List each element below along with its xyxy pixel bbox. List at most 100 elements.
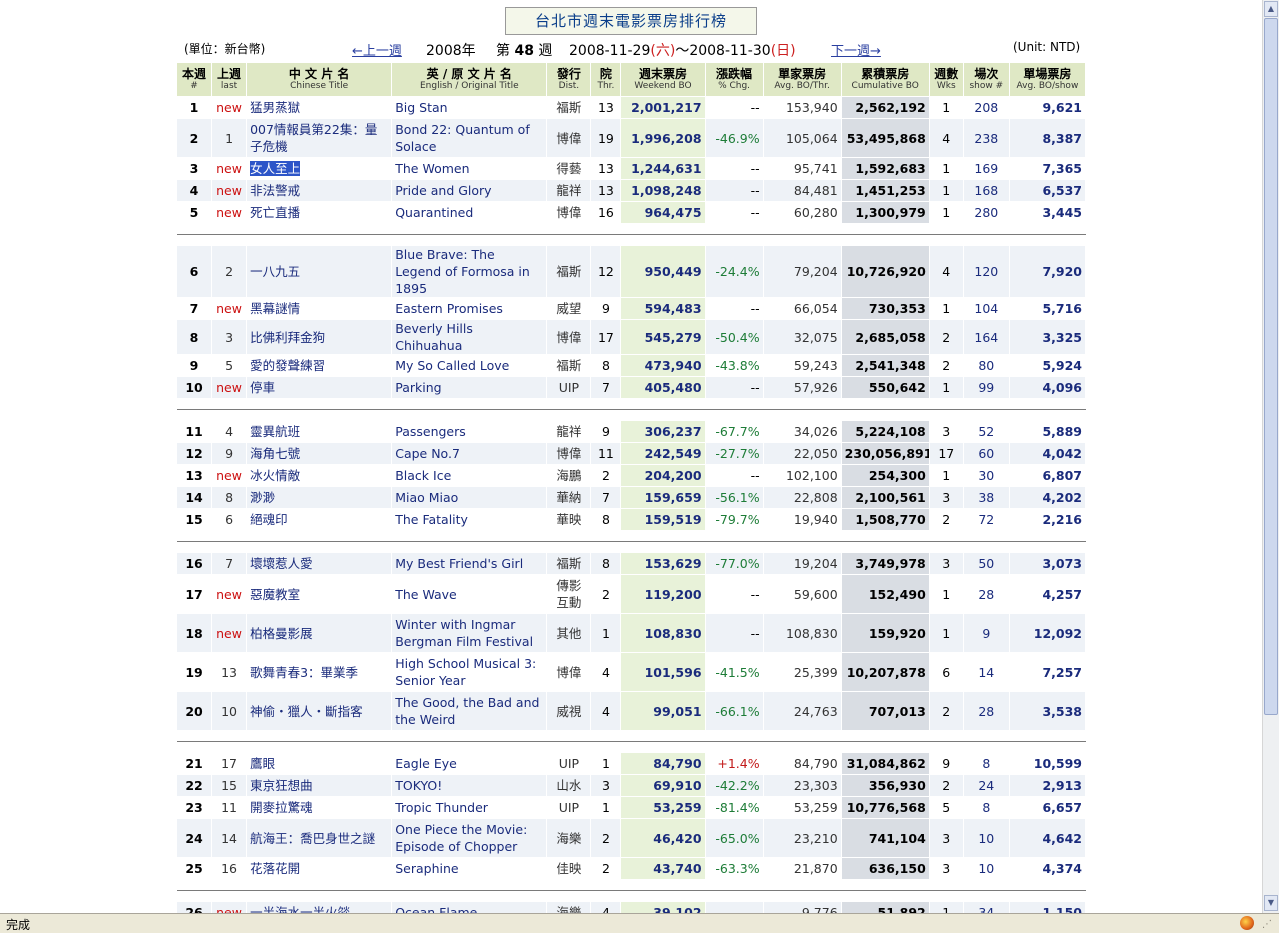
- english-title-link[interactable]: Tropic Thunder: [391, 796, 548, 819]
- cumulative-bo-cell: 1,508,770: [840, 508, 930, 531]
- resize-grip-icon[interactable]: ⋰: [1262, 919, 1272, 930]
- vertical-scrollbar[interactable]: ▲ ▼: [1262, 0, 1279, 913]
- chinese-title-link[interactable]: 愛的發聲練習: [246, 354, 393, 377]
- chinese-title-link[interactable]: 靈異航班: [246, 420, 393, 443]
- chinese-title-link[interactable]: 壞壞惹人愛: [246, 552, 393, 575]
- theaters-cell: 2: [590, 857, 622, 880]
- chinese-title-link[interactable]: 海角七號: [246, 442, 393, 465]
- english-title-link[interactable]: The Good, the Bad and the Weird: [391, 691, 548, 731]
- distributor-cell: 海鵬: [546, 464, 592, 487]
- chinese-title-link[interactable]: 黑幕謎情: [246, 297, 393, 320]
- chinese-title-link[interactable]: 鷹眼: [246, 752, 393, 775]
- shows-link[interactable]: 80: [962, 354, 1010, 377]
- shows-link[interactable]: 238: [962, 118, 1010, 158]
- rank-cell: 19: [175, 652, 213, 692]
- shows-link[interactable]: 120: [962, 245, 1010, 298]
- shows-link[interactable]: 38: [962, 486, 1010, 509]
- shows-link[interactable]: 9: [962, 613, 1010, 653]
- chinese-title-link[interactable]: 一八九五: [246, 245, 393, 298]
- shows-link[interactable]: 8: [962, 796, 1010, 819]
- english-title-link[interactable]: Quarantined: [391, 201, 548, 224]
- english-title-link[interactable]: Black Ice: [391, 464, 548, 487]
- chinese-title-link[interactable]: 007情報員第22集：量子危機: [246, 118, 393, 158]
- weekend-bo-cell: 39,102: [620, 901, 706, 913]
- header-main-label: 漲跌幅: [716, 67, 753, 81]
- shows-link[interactable]: 99: [962, 376, 1010, 399]
- shows-link[interactable]: 10: [962, 818, 1010, 858]
- chinese-title-link[interactable]: 絕魂印: [246, 508, 393, 531]
- chinese-title-link[interactable]: 一半海水一半火燄: [246, 901, 393, 913]
- shows-link[interactable]: 72: [962, 508, 1010, 531]
- english-title-link[interactable]: My So Called Love: [391, 354, 548, 377]
- english-title-link[interactable]: High School Musical 3: Senior Year: [391, 652, 548, 692]
- saturday-mark: (六): [650, 43, 676, 59]
- english-title-link[interactable]: The Women: [391, 157, 548, 180]
- chinese-title-link[interactable]: 停車: [246, 376, 393, 399]
- chinese-title-link[interactable]: 渺渺: [246, 486, 393, 509]
- group-separator: [176, 530, 1086, 553]
- english-title-link[interactable]: Big Stan: [391, 96, 548, 119]
- cumulative-bo-cell: 730,353: [840, 297, 930, 320]
- shows-link[interactable]: 34: [962, 901, 1010, 913]
- avg-bo-thr-cell: 23,210: [762, 818, 842, 858]
- rank-cell: 24: [175, 818, 213, 858]
- shows-link[interactable]: 8: [962, 752, 1010, 775]
- prev-week-link[interactable]: ←上一週: [352, 44, 402, 59]
- shows-link[interactable]: 208: [962, 96, 1010, 119]
- english-title-link[interactable]: Blue Brave: The Legend of Formosa in 189…: [391, 245, 548, 298]
- shows-link[interactable]: 52: [962, 420, 1010, 443]
- chinese-title-link[interactable]: 死亡直播: [246, 201, 393, 224]
- chinese-title-link[interactable]: 非法警戒: [246, 179, 393, 202]
- pct-change-cell: --: [704, 574, 764, 614]
- next-week-link[interactable]: 下一週→: [831, 44, 881, 59]
- english-title-link[interactable]: Eagle Eye: [391, 752, 548, 775]
- shows-link[interactable]: 168: [962, 179, 1010, 202]
- english-title-link[interactable]: The Wave: [391, 574, 548, 614]
- shows-link[interactable]: 14: [962, 652, 1010, 692]
- english-title-link[interactable]: Pride and Glory: [391, 179, 548, 202]
- english-title-link[interactable]: Miao Miao: [391, 486, 548, 509]
- chinese-title-link[interactable]: 柏格曼影展: [246, 613, 393, 653]
- english-title-link[interactable]: Ocean Flame: [391, 901, 548, 913]
- english-title-link[interactable]: Cape No.7: [391, 442, 548, 465]
- chinese-title-link[interactable]: 神偷・獵人・斷指客: [246, 691, 393, 731]
- cumulative-bo-cell: 707,013: [840, 691, 930, 731]
- english-title-link[interactable]: Passengers: [391, 420, 548, 443]
- chinese-title-link[interactable]: 航海王：喬巴身世之謎: [246, 818, 393, 858]
- english-title-link[interactable]: Winter with Ingmar Bergman Film Festival: [391, 613, 548, 653]
- chinese-title-link[interactable]: 女人至上: [246, 157, 393, 180]
- english-title-link[interactable]: Beverly Hills Chihuahua: [391, 319, 548, 355]
- chinese-title-link[interactable]: 冰火情敵: [246, 464, 393, 487]
- english-title-link[interactable]: TOKYO!: [391, 774, 548, 797]
- shows-link[interactable]: 104: [962, 297, 1010, 320]
- shows-link[interactable]: 10: [962, 857, 1010, 880]
- chinese-title-link[interactable]: 東京狂想曲: [246, 774, 393, 797]
- shows-link[interactable]: 24: [962, 774, 1010, 797]
- chinese-title-link[interactable]: 歌舞青春3：畢業季: [246, 652, 393, 692]
- shows-link[interactable]: 60: [962, 442, 1010, 465]
- chinese-title-link[interactable]: 開麥拉驚魂: [246, 796, 393, 819]
- english-title-link[interactable]: One Piece the Movie: Episode of Chopper: [391, 818, 548, 858]
- shows-link[interactable]: 280: [962, 201, 1010, 224]
- english-title-link[interactable]: The Fatality: [391, 508, 548, 531]
- chinese-title-link[interactable]: 猛男蒸獄: [246, 96, 393, 119]
- english-title-link[interactable]: Seraphine: [391, 857, 548, 880]
- chinese-title-link[interactable]: 花落花開: [246, 857, 393, 880]
- shows-link[interactable]: 30: [962, 464, 1010, 487]
- scroll-down-icon[interactable]: ▼: [1264, 895, 1278, 911]
- english-title-link[interactable]: Parking: [391, 376, 548, 399]
- shows-link[interactable]: 28: [962, 691, 1010, 731]
- english-title-link[interactable]: My Best Friend's Girl: [391, 552, 548, 575]
- english-title-link[interactable]: Bond 22: Quantum of Solace: [391, 118, 548, 158]
- chinese-title-link[interactable]: 惡魔教室: [246, 574, 393, 614]
- scroll-up-icon[interactable]: ▲: [1264, 1, 1278, 17]
- shows-link[interactable]: 50: [962, 552, 1010, 575]
- scrollbar-thumb[interactable]: [1264, 18, 1278, 715]
- shows-link[interactable]: 28: [962, 574, 1010, 614]
- shows-link[interactable]: 169: [962, 157, 1010, 180]
- shows-link[interactable]: 164: [962, 319, 1010, 355]
- english-title-link[interactable]: Eastern Promises: [391, 297, 548, 320]
- header-sub-label: Chinese Title: [290, 81, 349, 91]
- chinese-title-link[interactable]: 比佛利拜金狗: [246, 319, 393, 355]
- distributor-cell: 福斯: [546, 354, 592, 377]
